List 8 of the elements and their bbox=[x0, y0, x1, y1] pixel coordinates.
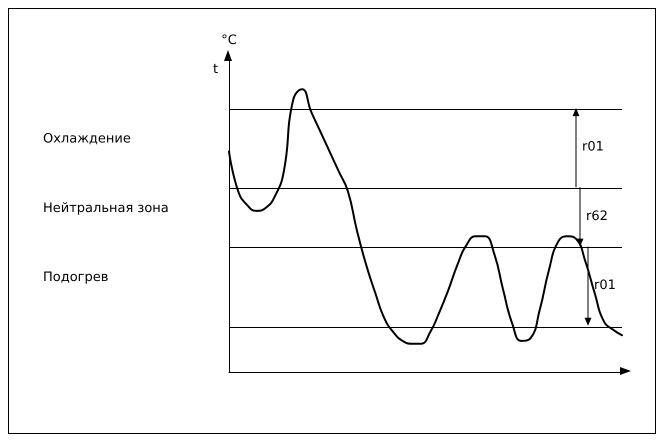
text: Охлаждение bbox=[43, 132, 131, 147]
annotation: r01 bbox=[582, 140, 604, 155]
text: Подогрев bbox=[43, 270, 108, 286]
text: t bbox=[213, 62, 218, 77]
annotation: r62 bbox=[586, 208, 608, 224]
annotation: r01 bbox=[594, 278, 616, 294]
text: Нейтральная зона bbox=[43, 200, 169, 216]
y-axis-title: °C bbox=[221, 33, 237, 48]
